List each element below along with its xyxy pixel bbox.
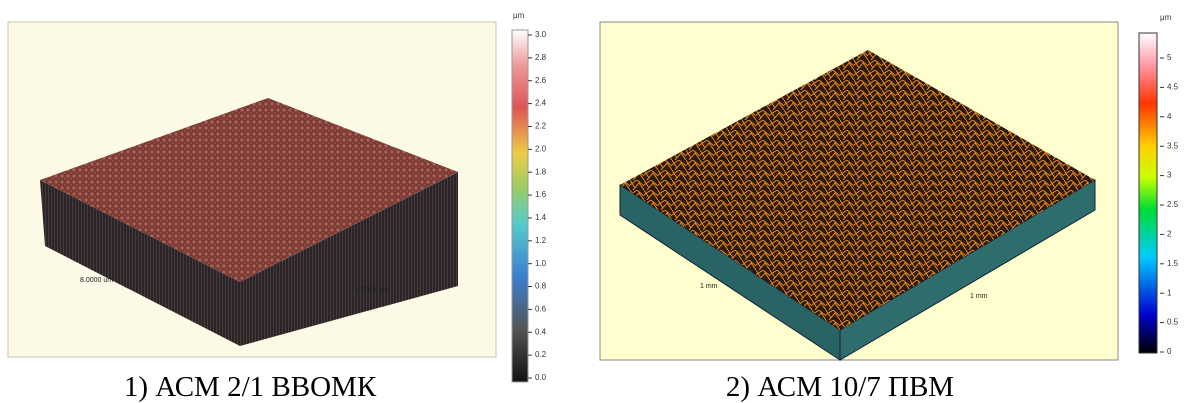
colorbar-label: 0.8 (535, 282, 547, 291)
colorbar-label: 1.2 (535, 236, 547, 245)
colorbar-label: 3.5 (1167, 141, 1179, 150)
colorbar-label: 2.8 (535, 53, 547, 62)
colorbar-label: 5 (1167, 53, 1172, 62)
colorbar-label: 0.5 (1167, 318, 1179, 327)
colorbar-label: 4 (1167, 112, 1172, 121)
colorbar (512, 30, 528, 382)
colorbar-label: 2.4 (535, 99, 547, 108)
colorbar-label: 3 (1167, 171, 1172, 180)
colorbar-label: 0.2 (535, 350, 547, 359)
colorbar-label: 2 (1167, 230, 1172, 239)
colorbar-label: 1.6 (535, 190, 547, 199)
colorbar-label: 2.2 (535, 122, 547, 131)
colorbar-label: 1.5 (1167, 259, 1179, 268)
caption: 1) АСМ 2/1 ВВОМК (124, 371, 377, 403)
colorbar (1139, 33, 1157, 353)
colorbar-label: 1.0 (535, 259, 547, 268)
axis-label: 8.0000 um (80, 277, 113, 284)
colorbar-label: 0.0 (535, 373, 547, 382)
figure: 1) АСМ 2/1 ВВОМК 2) АСМ 10/7 ПВМ μm μm 8… (0, 0, 1185, 403)
colorbar-label: 4.5 (1167, 83, 1179, 92)
axis-label: 1 mm (970, 293, 988, 300)
colorbar-label: 2.0 (535, 144, 547, 153)
colorbar-label: 1 (1167, 288, 1172, 297)
axis-label: 1 mm (700, 283, 718, 290)
page: 1) АСМ 2/1 ВВОМК 2) АСМ 10/7 ПВМ μm μm 8… (0, 0, 1185, 403)
colorbar-unit: μm (513, 11, 525, 20)
colorbar-label: 1.8 (535, 167, 547, 176)
colorbar-label: 2.6 (535, 76, 547, 85)
colorbar-label: 0.6 (535, 305, 547, 314)
axis-label: 8.0000 um (355, 287, 388, 294)
colorbar-label: 1.4 (535, 213, 547, 222)
caption: 2) АСМ 10/7 ПВМ (726, 371, 954, 403)
colorbar-label: 3.0 (535, 30, 547, 39)
colorbar-label: 2.5 (1167, 200, 1179, 209)
colorbar-unit: μm (1160, 13, 1172, 22)
colorbar-label: 0 (1167, 347, 1172, 356)
colorbar-label: 0.4 (535, 327, 547, 336)
